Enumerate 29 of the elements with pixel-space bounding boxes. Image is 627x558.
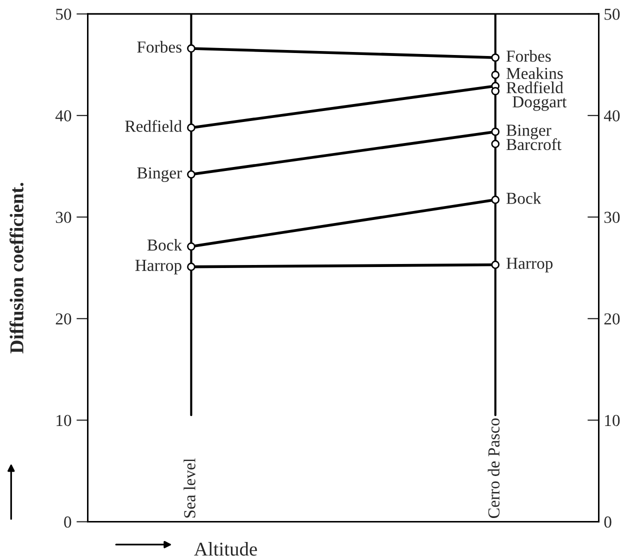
- series-label: Harrop: [135, 260, 182, 274]
- text: Forbes: [506, 50, 551, 62]
- y-tick-label: 30: [56, 212, 72, 224]
- y-axis-title: Diffusion coefficient.: [10, 182, 24, 354]
- series-label: Barcroft: [506, 138, 562, 150]
- y-tick-label: 10: [56, 414, 72, 426]
- y-tick-label: 40: [55, 110, 72, 122]
- text: Bock: [506, 192, 542, 204]
- y-tick-label: 50: [56, 8, 72, 20]
- series-label: Meakins: [506, 67, 563, 80]
- y2-tick-label: 30: [604, 212, 620, 224]
- x-tick-label: Cerro de Pasco: [488, 418, 500, 518]
- y-tick-label: 0: [64, 516, 72, 528]
- text: Redfield: [506, 81, 564, 94]
- text: Binger: [506, 124, 552, 140]
- y2-tick-label: 40: [604, 110, 620, 122]
- series-label: Doggart: [512, 96, 567, 111]
- series-label: Binger: [137, 167, 182, 182]
- series-label: Bock: [147, 238, 182, 251]
- y2-tick-label: 0: [604, 516, 612, 528]
- text: Harrop: [506, 258, 553, 272]
- x-tick-label: Sea level: [184, 458, 196, 518]
- series-label: Forbes: [137, 40, 182, 53]
- y-tick-label: 20: [56, 313, 72, 325]
- x-axis-title: Altitude: [194, 542, 257, 556]
- y2-tick-label: 50: [604, 8, 620, 20]
- y2-tick-label: 20: [604, 313, 620, 325]
- y2-tick-label: 10: [605, 414, 620, 426]
- series-label: Redfield: [125, 120, 182, 132]
